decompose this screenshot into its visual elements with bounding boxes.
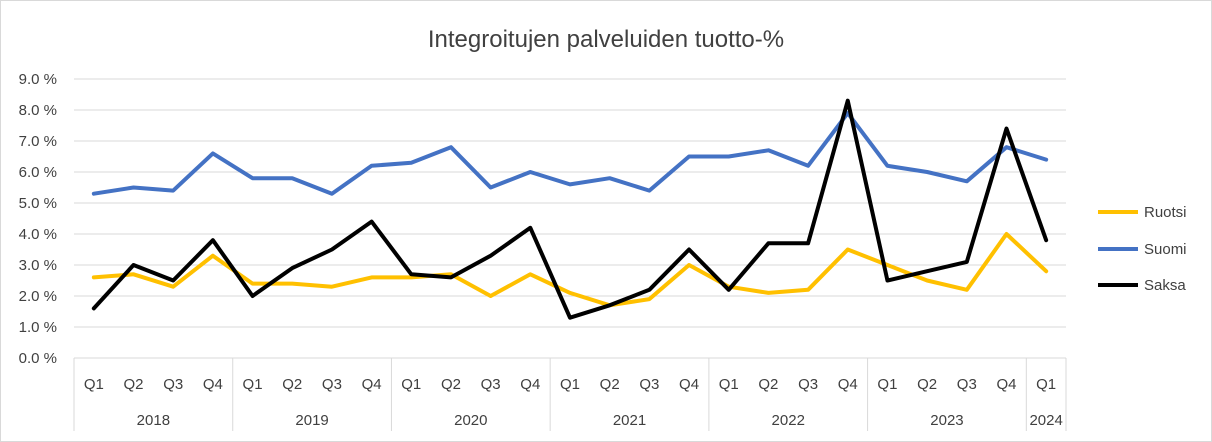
- y-tick-label: 4.0 %: [19, 226, 57, 243]
- x-group-label: 2019: [295, 412, 328, 429]
- x-group-label: 2020: [454, 412, 487, 429]
- x-tick-label: Q3: [639, 376, 659, 393]
- x-tick-label: Q3: [957, 376, 977, 393]
- x-tick-label: Q1: [84, 376, 104, 393]
- chart-title: Integroitujen palveluiden tuotto-%: [428, 26, 784, 53]
- y-tick-label: 2.0 %: [19, 288, 57, 305]
- x-tick-label: Q3: [798, 376, 818, 393]
- x-tick-label: Q2: [758, 376, 778, 393]
- series-line-suomi: [91, 111, 1049, 196]
- x-tick-label: Q1: [719, 376, 739, 393]
- x-tick-label: Q4: [203, 376, 223, 393]
- x-group-label: 2022: [772, 412, 805, 429]
- y-tick-label: 5.0 %: [19, 195, 57, 212]
- x-tick-label: Q2: [441, 376, 461, 393]
- series-line-saksa: [91, 98, 1049, 320]
- x-group-label: 2024: [1029, 412, 1062, 429]
- x-group-label: 2018: [137, 412, 170, 429]
- x-tick-label: Q4: [996, 376, 1016, 393]
- x-tick-label: Q1: [877, 376, 897, 393]
- x-group-label: 2021: [613, 412, 646, 429]
- y-tick-label: 1.0 %: [19, 319, 57, 336]
- x-tick-label: Q2: [917, 376, 937, 393]
- x-tick-label: Q2: [600, 376, 620, 393]
- x-tick-label: Q1: [243, 376, 263, 393]
- y-tick-label: 7.0 %: [19, 133, 57, 150]
- y-axis-ticks: 0.0 % 1.0 % 2.0 % 3.0 % 4.0 % 5.0 % 6.0 % 7.0 %…: [19, 71, 57, 367]
- x-group-label: 2023: [930, 412, 963, 429]
- y-tick-label: 8.0 %: [19, 102, 57, 119]
- series-layer: [91, 98, 1049, 320]
- legend: Ruotsi Suomi Saksa: [1098, 204, 1187, 294]
- x-tick-label: Q3: [322, 376, 342, 393]
- legend-label-ruotsi: Ruotsi: [1144, 204, 1187, 221]
- x-axis: Q1 Q2 Q3 Q4 Q1 Q2 Q3 Q4 Q1 Q2 Q3 Q4 Q1 Q2 Q3 Q4 Q1 Q2 Q3 Q4…: [73, 357, 1067, 431]
- x-tick-label: Q4: [362, 376, 382, 393]
- legend-label-suomi: Suomi: [1144, 241, 1187, 258]
- y-tick-label: 3.0 %: [19, 257, 57, 274]
- x-tick-label: Q4: [679, 376, 699, 393]
- x-tick-label: Q2: [282, 376, 302, 393]
- x-tick-label: Q1: [1036, 376, 1056, 393]
- series-line-ruotsi: [91, 232, 1049, 308]
- y-tick-label: 6.0 %: [19, 164, 57, 181]
- x-tick-label: Q4: [520, 376, 540, 393]
- y-tick-label: 0.0 %: [19, 350, 57, 367]
- legend-label-saksa: Saksa: [1144, 277, 1186, 294]
- x-tick-label: Q3: [481, 376, 501, 393]
- x-tick-label: Q2: [124, 376, 144, 393]
- x-tick-label: Q4: [838, 376, 858, 393]
- x-tick-label: Q1: [401, 376, 421, 393]
- x-tick-label: Q3: [163, 376, 183, 393]
- x-tick-label: Q1: [560, 376, 580, 393]
- y-tick-label: 9.0 %: [19, 71, 57, 88]
